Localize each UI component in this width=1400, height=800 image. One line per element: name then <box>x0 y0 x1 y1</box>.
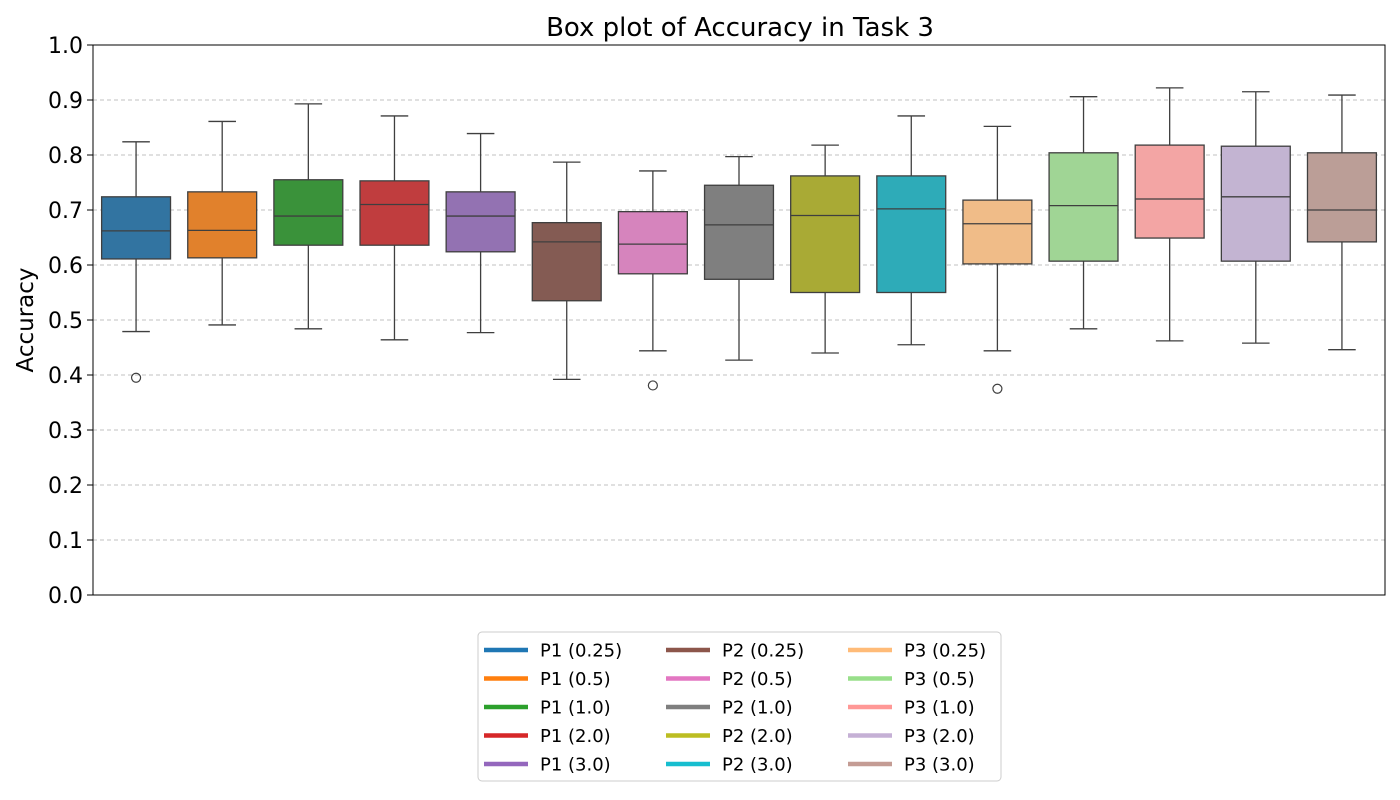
legend-label: P2 (1.0) <box>722 698 793 719</box>
legend-label: P2 (2.0) <box>722 726 793 747</box>
legend-item: P1 (2.0) <box>484 726 611 747</box>
outlier-point <box>647 380 658 391</box>
legend-label: P1 (3.0) <box>540 755 611 776</box>
outlier-point <box>992 383 1003 394</box>
legend-label: P3 (2.0) <box>904 726 975 747</box>
legend-label: P1 (0.25) <box>540 641 622 662</box>
legend-items: P1 (0.25) P1 (0.5) P1 (1.0) P1 (2.0) P1 (3.0… <box>484 641 986 776</box>
iqr-box <box>445 191 516 253</box>
y-tick-label: 0.4 <box>48 364 83 389</box>
legend: P1 (0.25) P1 (0.5) P1 (1.0) P1 (2.0) P1 (3.0… <box>477 631 1002 782</box>
outlier-point <box>130 372 142 383</box>
iqr-box <box>359 180 430 246</box>
iqr-box <box>790 175 861 294</box>
iqr-box <box>1220 145 1291 262</box>
y-tick-label: 0.8 <box>48 144 83 169</box>
legend-label: P1 (1.0) <box>540 698 611 719</box>
iqr-box <box>1306 152 1378 243</box>
box-6 <box>531 161 602 381</box>
legend-item: P3 (0.25) <box>848 641 986 662</box>
y-tick-label: 0.9 <box>48 89 83 114</box>
plot-frame <box>92 44 1386 596</box>
legend-label: P3 (0.5) <box>904 669 975 690</box>
legend-item: P1 (0.5) <box>484 669 611 690</box>
y-axis-label: Accuracy <box>13 267 39 372</box>
box-12 <box>1048 96 1119 330</box>
y-tick-label: 0.7 <box>48 199 83 224</box>
box-5 <box>445 132 516 334</box>
legend-item: P3 (1.0) <box>848 698 975 719</box>
chart-title: Box plot of Accuracy in Task 3 <box>546 13 934 43</box>
legend-label: P2 (0.25) <box>722 641 804 662</box>
box-7 <box>617 170 688 391</box>
box-15 <box>1306 94 1378 351</box>
box-13 <box>1134 87 1205 342</box>
legend-label: P1 (0.5) <box>540 669 611 690</box>
box-9 <box>790 144 861 354</box>
legend-item: P3 (0.5) <box>848 669 975 690</box>
iqr-box <box>1048 152 1119 262</box>
y-tick-label: 0.0 <box>48 584 83 609</box>
box-8 <box>703 155 775 361</box>
legend-item: P2 (2.0) <box>666 726 793 747</box>
box-11 <box>962 125 1033 394</box>
legend-item: P1 (1.0) <box>484 698 611 719</box>
legend-item: P3 (2.0) <box>848 726 975 747</box>
legend-label: P2 (3.0) <box>722 755 793 776</box>
iqr-box <box>703 184 775 280</box>
box-1 <box>100 141 172 383</box>
legend-label: P3 (3.0) <box>904 755 975 776</box>
legend-item: P2 (1.0) <box>666 698 793 719</box>
y-tick-label: 0.5 <box>48 309 83 334</box>
box-10 <box>876 115 947 346</box>
legend-frame <box>477 631 1002 782</box>
legend-item: P3 (3.0) <box>848 755 975 776</box>
legend-item: P2 (0.25) <box>666 641 804 662</box>
legend-label: P1 (2.0) <box>540 726 611 747</box>
iqr-box <box>617 210 688 275</box>
legend-item: P2 (3.0) <box>666 755 793 776</box>
boxes <box>100 87 1378 394</box>
y-tick-label: 1.0 <box>48 34 83 59</box>
box-3 <box>273 103 344 330</box>
iqr-box <box>1134 144 1205 239</box>
legend-label: P3 (0.25) <box>904 641 986 662</box>
box-4 <box>359 115 430 341</box>
iqr-box <box>531 221 602 302</box>
iqr-box <box>876 175 947 294</box>
y-tick-label: 0.2 <box>48 474 83 499</box>
legend-item: P1 (3.0) <box>484 755 611 776</box>
legend-label: P3 (1.0) <box>904 698 975 719</box>
y-tick-label: 0.6 <box>48 254 83 279</box>
y-tick-label: 0.1 <box>48 529 83 554</box>
y-tick-label: 0.3 <box>48 419 83 444</box>
y-axis-ticks: 0.0 0.1 0.2 0.3 0.4 0.5 0.6 0.7 0.8 0.9 1.0 <box>48 34 93 609</box>
iqr-box <box>962 199 1033 265</box>
box-2 <box>187 120 258 326</box>
box-14 <box>1220 91 1291 344</box>
iqr-box <box>187 191 258 259</box>
legend-item: P2 (0.5) <box>666 669 793 690</box>
legend-item: P1 (0.25) <box>484 641 622 662</box>
iqr-box <box>100 196 172 260</box>
legend-label: P2 (0.5) <box>722 669 793 690</box>
iqr-box <box>273 179 344 246</box>
